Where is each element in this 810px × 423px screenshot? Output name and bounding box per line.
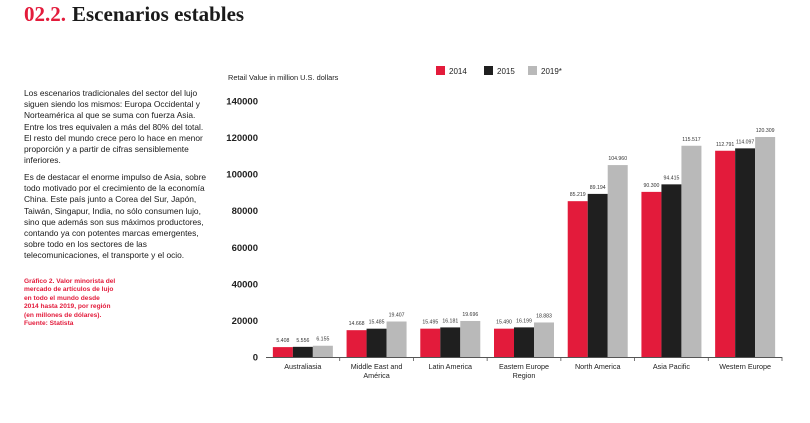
bar-2014	[494, 328, 514, 357]
y-tick-label: 80000	[232, 206, 258, 217]
bar-2019	[386, 321, 407, 357]
bar-2014	[641, 191, 662, 357]
bar-2014	[567, 201, 588, 357]
bar-value-label: 15.485	[369, 320, 385, 326]
bar-value-label: 89.194	[590, 185, 606, 191]
bar-value-label: 5.408	[276, 338, 289, 344]
bar-value-label: 6.155	[316, 337, 329, 343]
bar-2015	[366, 328, 387, 357]
bar-2014	[346, 330, 367, 357]
bar-2019	[312, 345, 333, 357]
bar-2015	[292, 346, 313, 357]
bar-2014	[715, 150, 736, 357]
body-paragraph-1: Los escenarios tradicionales del sector …	[24, 88, 204, 166]
chart-caption: Gráfico 2. Valor minorista del mercado d…	[24, 278, 116, 328]
x-tick-label: Latin America	[429, 362, 473, 371]
bar-value-label: 114.097	[736, 139, 754, 145]
bar-value-label: 16.181	[442, 318, 458, 324]
bar-2015	[440, 327, 461, 357]
bar-2019	[460, 320, 481, 357]
legend-swatch-2015	[484, 66, 493, 75]
bar-2015	[587, 193, 608, 357]
legend-label-2014: 2014	[449, 67, 467, 76]
bar-2015	[661, 184, 682, 357]
bar-2015	[735, 148, 756, 357]
bar-value-label: 19.407	[389, 313, 405, 319]
bar-2015	[514, 327, 534, 357]
bar-2014	[420, 328, 441, 357]
bar-value-label: 112.791	[716, 142, 734, 148]
bar-2019	[755, 137, 776, 357]
bar-value-label: 19.696	[462, 312, 478, 318]
x-tick-label: Middle East and	[351, 362, 403, 371]
x-tick-label: Eastern Europe	[499, 362, 549, 371]
x-tick-label: América	[363, 371, 389, 380]
page-title: 02.2. Escenarios estables	[24, 2, 244, 27]
x-tick-label: Western Europe	[719, 362, 771, 371]
bar-value-label: 5.556	[296, 338, 309, 344]
y-tick-label: 60000	[232, 243, 258, 254]
bar-2019	[607, 165, 628, 357]
bar-value-label: 90.300	[643, 183, 659, 189]
bar-value-label: 15.490	[496, 320, 512, 326]
bar-value-label: 85.219	[570, 192, 586, 198]
bar-2019	[681, 145, 702, 357]
bar-2019	[534, 322, 554, 357]
x-tick-label: Region	[513, 371, 536, 380]
y-axis-label: Retail Value in million U.S. dollars	[228, 73, 339, 82]
legend-label-2019: 2019*	[541, 67, 562, 76]
bar-value-label: 94.415	[663, 175, 679, 181]
section-title: Escenarios estables	[72, 2, 245, 26]
y-tick-label: 100000	[226, 170, 258, 181]
bar-value-label: 115.517	[682, 137, 700, 143]
legend-swatch-2019	[528, 66, 537, 75]
bar-value-label: 15.495	[422, 320, 438, 326]
bar-value-label: 16.199	[516, 318, 532, 324]
y-tick-label: 140000	[226, 97, 258, 108]
bar-2014	[272, 347, 293, 357]
body-paragraph-2: Es de destacar el enorme impulso de Asia…	[24, 172, 207, 261]
y-tick-label: 0	[253, 353, 258, 364]
x-tick-label: Australiasia	[284, 362, 321, 371]
x-tick-label: Asia Pacific	[653, 362, 691, 371]
x-tick-label: North America	[575, 362, 621, 371]
bar-value-label: 104.960	[608, 156, 627, 162]
y-tick-label: 40000	[232, 279, 258, 290]
legend-swatch-2014	[436, 66, 445, 75]
bar-value-label: 14.668	[349, 321, 365, 327]
bar-value-label: 18.883	[536, 313, 552, 319]
legend-label-2015: 2015	[497, 67, 515, 76]
y-tick-label: 120000	[226, 133, 258, 144]
y-tick-label: 20000	[232, 316, 258, 327]
section-number: 02.2.	[24, 2, 66, 26]
bar-value-label: 120.309	[756, 128, 775, 134]
